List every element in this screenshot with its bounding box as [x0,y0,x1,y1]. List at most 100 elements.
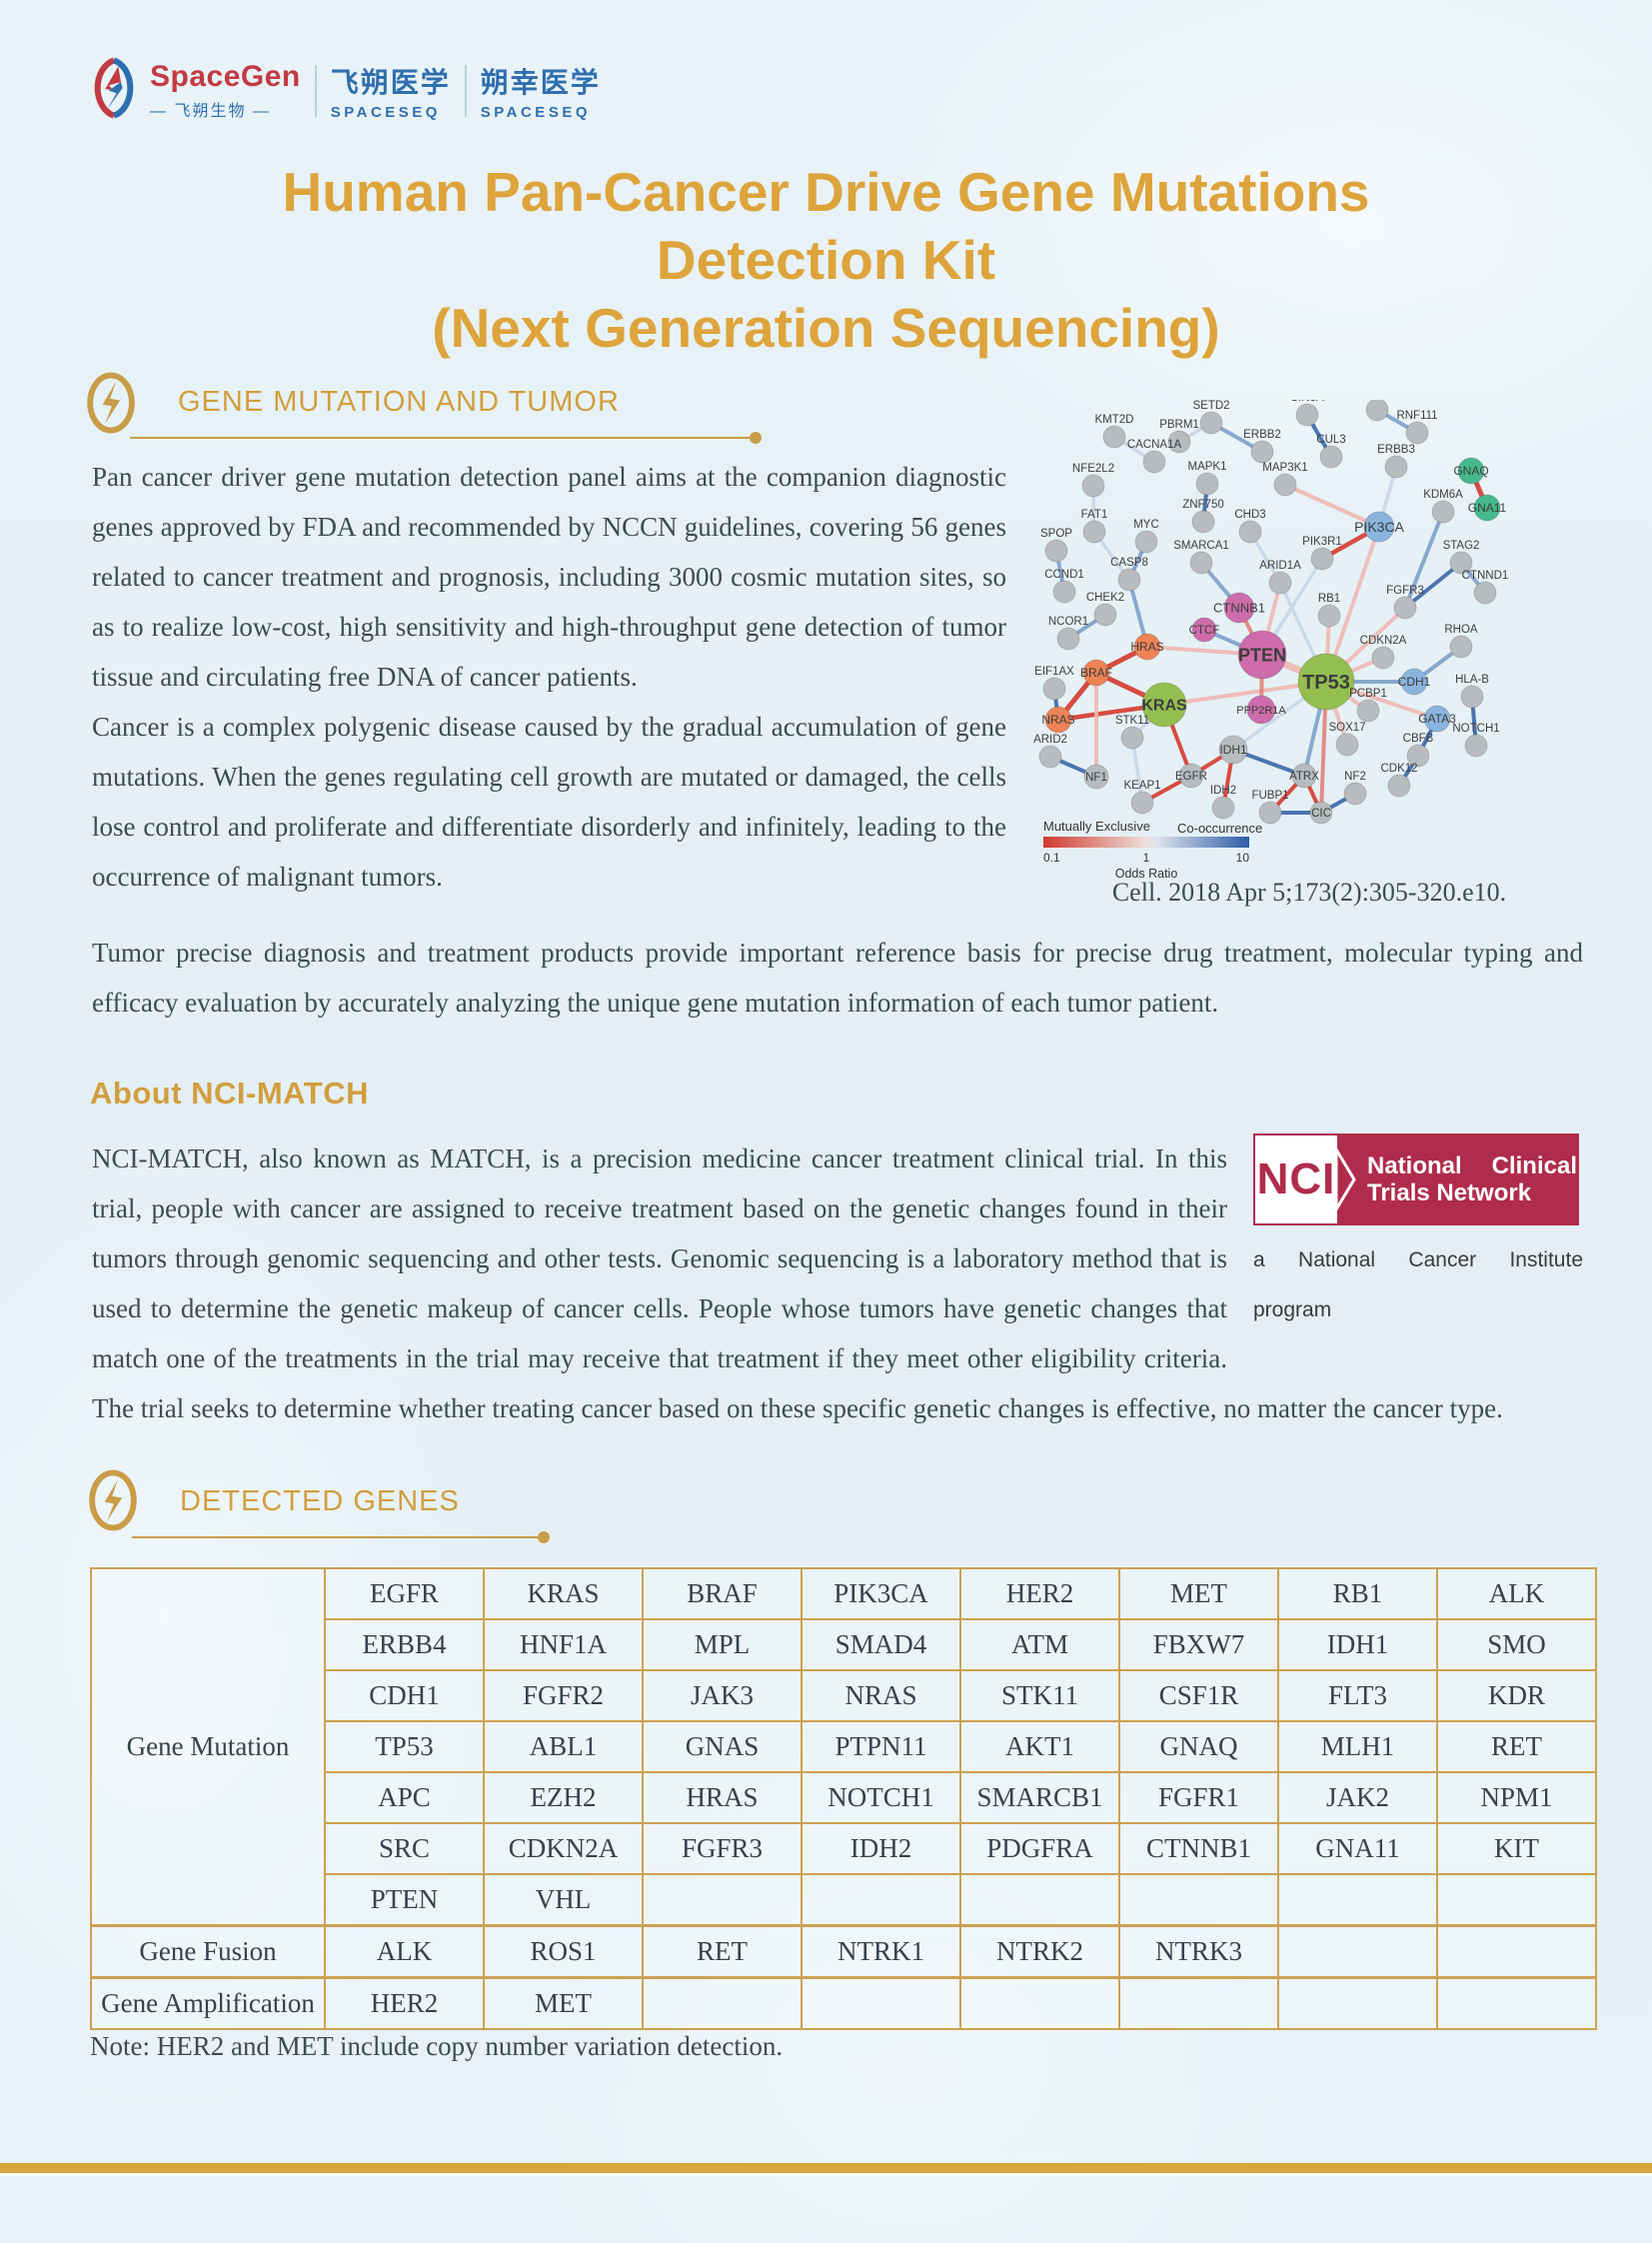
nci-logo: NCI National Clinical Trials Network [1253,1133,1579,1225]
network-node [1167,430,1191,454]
gene-cell: MLH1 [1277,1720,1438,1773]
network-node-label: FGFR3 [1386,585,1424,597]
network-node-label: ZNF750 [1182,499,1224,511]
network-node-label: EIF1AX [1034,666,1074,678]
gene-cell: MET [1118,1567,1279,1620]
network-node-label: CHD3 [1234,509,1265,521]
network-node [1310,547,1334,571]
gene-cell: HNF1A [483,1618,644,1671]
network-node-label: STAG2 [1443,540,1480,552]
gene-cell [1277,1976,1438,2030]
title-line-2: Detection Kit [656,229,996,291]
gene-cell: ATM [959,1618,1120,1671]
network-node [1044,539,1068,563]
nci-match-block: NCI National Clinical Trials Network a N… [92,1133,1583,1433]
network-node [1130,791,1154,815]
network-node [1393,596,1417,620]
network-node-label: CTCF [1189,625,1220,637]
gene-cell: NRAS [801,1669,961,1722]
gene-cell: CDH1 [324,1669,485,1722]
network-node [1133,633,1161,661]
gene-cell: SMARCB1 [959,1771,1120,1824]
brand-subtitle: — 飞朔生物 — [150,103,271,120]
network-node [1223,592,1255,624]
gene-cell: SMAD4 [801,1618,961,1671]
legend-gradient-bar [1043,837,1249,848]
title-line-3: (Next Generation Sequencing) [432,297,1220,359]
gene-cell: ALK [1436,1567,1597,1620]
gene-cell: HRAS [642,1771,803,1824]
network-node [1473,494,1501,522]
network-node-label: NF2 [1344,771,1366,783]
network-node [1317,604,1341,628]
spacegen-logo-icon [88,56,140,125]
gene-cell: KIT [1436,1822,1597,1875]
network-node-label: ARID1A [1259,560,1301,572]
network-node [1473,581,1497,605]
network-node [1457,457,1485,485]
gene-cell: NTRK2 [959,1924,1120,1979]
nci-title: National Clinical Trials Network [1367,1152,1577,1206]
network-node-label: SIN3A [1290,400,1324,404]
network-node [1356,699,1380,723]
legend-axis-label: Odds Ratio [1115,867,1178,881]
gene-cell: PDGFRA [959,1822,1120,1875]
network-node [1117,568,1141,592]
section-gold-icon [86,372,136,438]
network-node [1211,796,1235,820]
network-node [1082,520,1106,544]
network-node [1335,733,1359,757]
gene-cell: ALK [324,1924,485,1979]
network-node-label: NFE2L2 [1072,463,1114,475]
section3-rule-dot [538,1531,550,1543]
paragraph-panel-intro: Pan cancer driver gene mutation detectio… [92,462,1006,692]
gene-cell: NOTCH1 [801,1771,961,1824]
network-node [1291,763,1317,789]
nci-abbr: NCI [1256,1154,1336,1203]
network-edge [1283,483,1381,529]
row-group-label: Gene Mutation [90,1567,326,1927]
gene-cell [1118,1873,1279,1927]
network-node-label: PIK3CA [1354,519,1404,535]
network-node-label: STK11 [1115,715,1149,727]
network-node [1120,726,1144,750]
section-gene-mutation-header [86,372,136,439]
legend-tick-min: 0.1 [1043,851,1060,865]
legend-co-occurrence-label: Co-occurrence [1177,821,1262,836]
gene-cell: CDKN2A [483,1822,644,1875]
gene-cell [959,1976,1120,2030]
gene-cell [959,1873,1120,1927]
detected-genes-table: Gene Mutation EGFR KRAS BRAF PIK3CA HER2 MET RB… [90,1567,1597,2030]
table-row: Gene Fusion ALK ROS1 RET NTRK1 NTRK2 NTRK3 [90,1924,1597,1979]
network-node-label: SOX17 [1328,722,1365,734]
gene-cell [642,1976,803,2030]
gene-cell: APC [324,1771,485,1824]
gene-cell: FBXW7 [1118,1618,1279,1671]
section3-title: DETECTED GENES [180,1485,460,1517]
network-node-label: MAP3K1 [1262,462,1307,474]
table-row: CDH1 FGFR2 JAK3 NRAS STK11 CSF1R FLT3 KDR [91,1669,1597,1722]
figure-citation: Cell. 2018 Apr 5;173(2):305-320.e10. [1111,878,1507,907]
gene-cell: MET [483,1976,644,2030]
network-node-label: BRAF [1080,666,1112,680]
gene-cell: SMO [1436,1618,1597,1671]
network-node [1081,474,1105,498]
network-node [1258,801,1282,825]
section-detected-genes-header [88,1469,138,1536]
network-node [1052,580,1076,604]
partner1-cn: 飞朔医学 [330,66,451,98]
gene-cell: RB1 [1277,1567,1438,1620]
gene-cell: CSF1R [1118,1669,1279,1722]
gene-cell [1277,1924,1438,1979]
gene-cell: PTEN [324,1873,485,1927]
network-node [1371,646,1395,670]
network-node-label: PTEN [1238,645,1286,665]
brand-name: SpaceGen [150,60,301,93]
table-row: APC EZH2 HRAS NOTCH1 SMARCB1 FGFR1 JAK2 NPM1 [91,1771,1597,1824]
gene-cell: FLT3 [1277,1669,1438,1722]
gene-cell: KDR [1436,1669,1597,1722]
gene-cell: AKT1 [959,1720,1120,1773]
row-group-label: Gene Amplification [90,1976,326,2030]
network-node-label: CDKN2A [1360,635,1407,647]
network-node [1309,801,1333,825]
